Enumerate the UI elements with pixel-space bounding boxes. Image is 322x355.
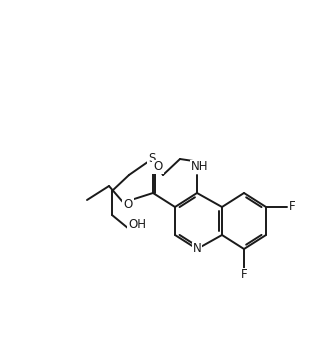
- Text: S: S: [148, 153, 156, 165]
- Text: NH: NH: [191, 160, 209, 174]
- Text: OH: OH: [128, 218, 146, 231]
- Text: N: N: [193, 242, 201, 256]
- Text: O: O: [153, 160, 163, 174]
- Text: F: F: [241, 268, 247, 282]
- Text: O: O: [123, 198, 133, 212]
- Text: F: F: [289, 201, 295, 213]
